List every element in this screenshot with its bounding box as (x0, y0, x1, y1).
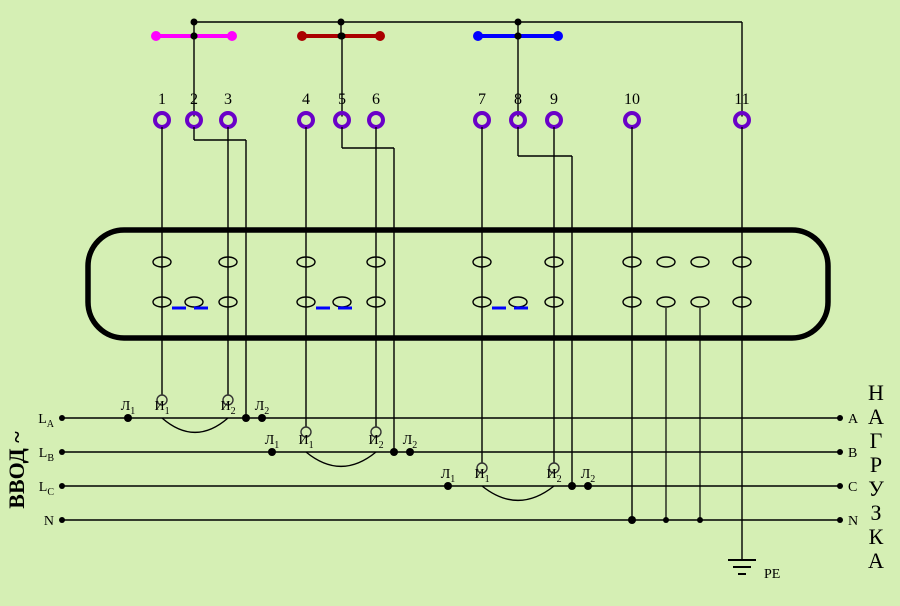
pe-label: PE (764, 567, 780, 582)
terminal-label: 10 (624, 91, 640, 108)
phase-left-label: LA (38, 412, 55, 430)
load-label-letter: Н (868, 380, 884, 405)
load-label-letter: У (868, 476, 884, 501)
current-transformers: Л1И1И2Л2Л1И1И2Л2Л1И1И2Л2 (121, 399, 596, 500)
terminal-label: 5 (338, 91, 346, 108)
terminal-label: 2 (190, 91, 198, 108)
load-label-letter: А (868, 548, 884, 573)
phase-left-label: LC (39, 480, 55, 498)
input-label: ВВОД ~ (4, 431, 29, 509)
load-label-letter: Р (870, 452, 882, 477)
terminal-label: 8 (514, 91, 522, 108)
load-label-letter: А (868, 404, 884, 429)
terminal-label: 1 (158, 91, 166, 108)
load-label-letter: З (870, 500, 881, 525)
load-label-letter: К (869, 524, 884, 549)
top-bars (151, 31, 563, 41)
terminal-label: 7 (478, 91, 486, 108)
phase-right-label: B (848, 446, 857, 461)
terminal-label: 9 (550, 91, 558, 108)
ct-secondary-wires (157, 127, 559, 473)
phase-right-label: A (848, 412, 859, 427)
phase-right-label: N (848, 514, 858, 529)
meter-contacts (153, 257, 751, 307)
phase-left-label: N (44, 514, 54, 529)
terminal-label: 4 (302, 91, 310, 108)
meter-body (88, 230, 828, 338)
terminal-label: 11 (734, 91, 749, 108)
phase-right-label: C (848, 480, 857, 495)
ct-label: И2 (368, 433, 383, 451)
terminal-block: 1 2 3 4 5 6 7 8 9 10 11 (155, 91, 750, 127)
terminal-label: 6 (372, 91, 380, 108)
phase-left-label: LB (39, 446, 55, 464)
load-label-letter: Г (870, 428, 883, 453)
ct-label: И1 (298, 433, 313, 451)
terminal-label: 3 (224, 91, 232, 108)
